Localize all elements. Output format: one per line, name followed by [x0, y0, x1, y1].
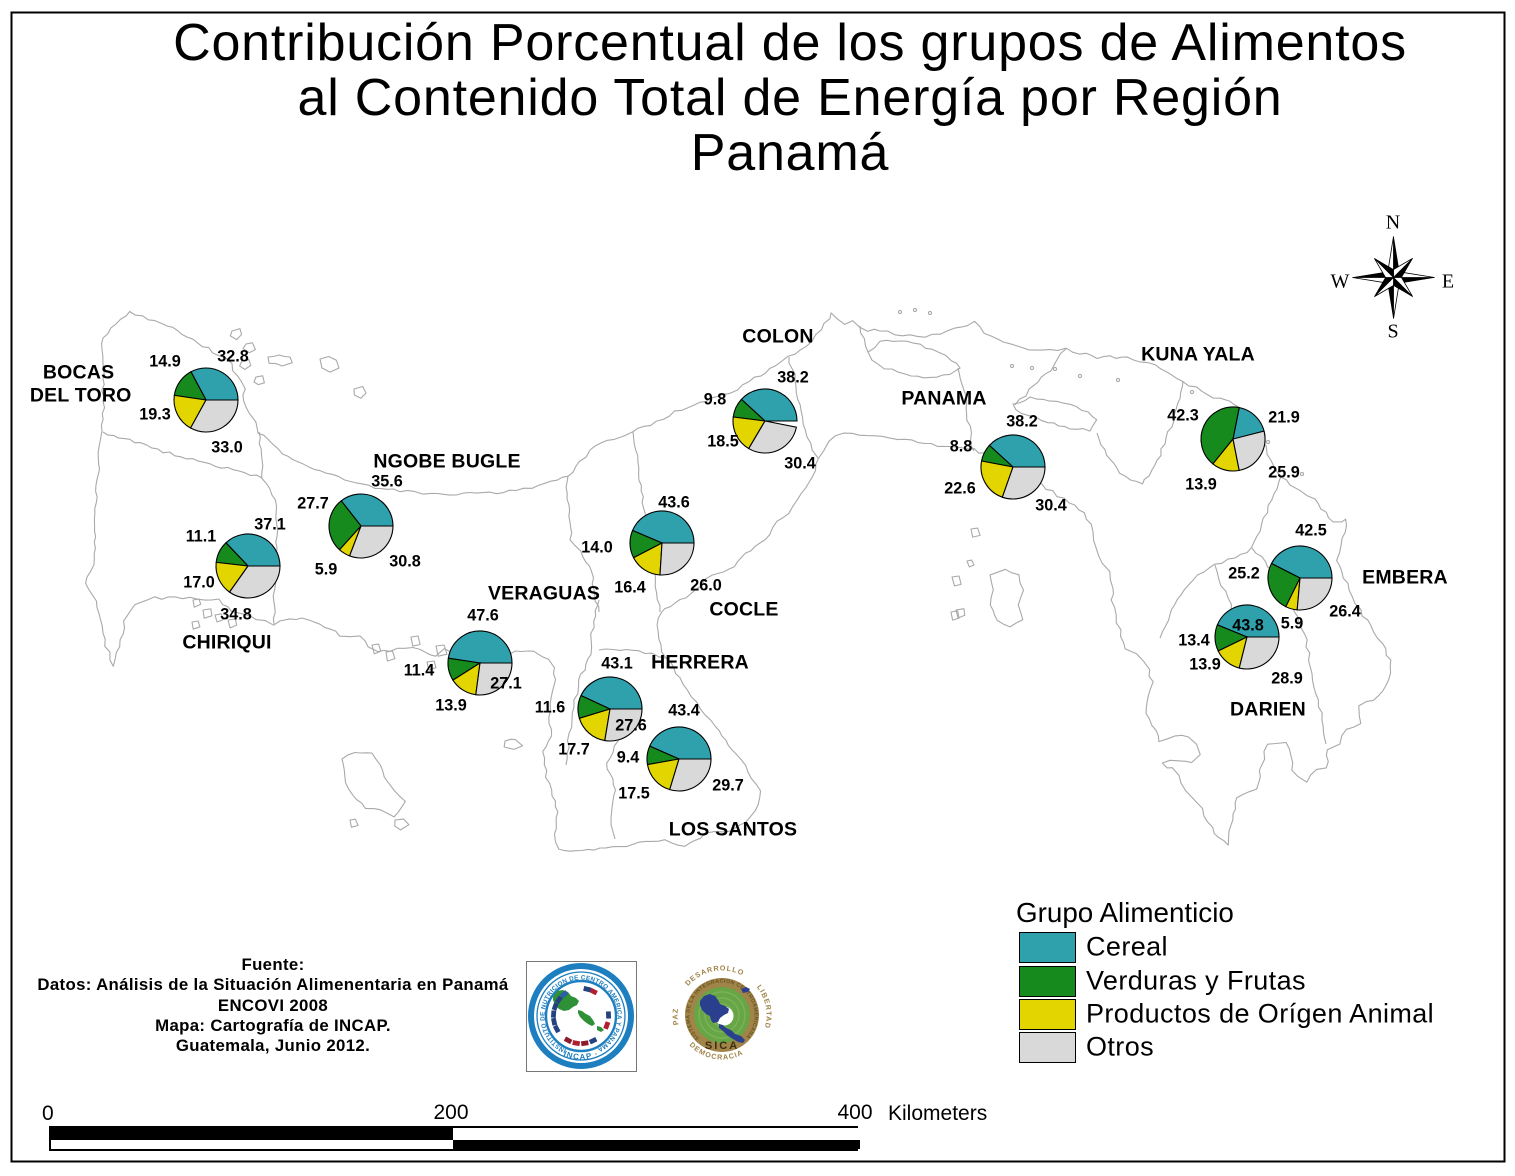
- svg-text:PAZ: PAZ: [670, 1007, 680, 1025]
- svg-text:SICA: SICA: [705, 1040, 739, 1052]
